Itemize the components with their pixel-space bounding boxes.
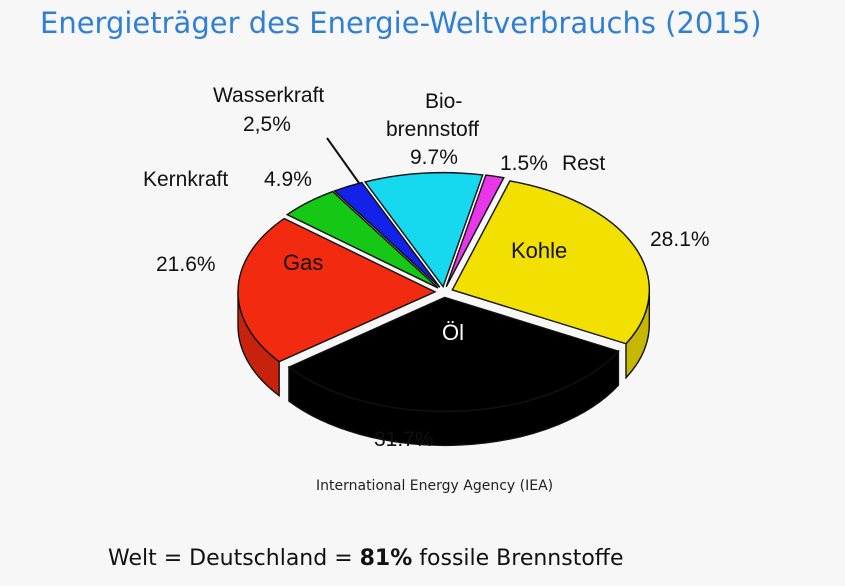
- label-gas-percent: 21.6%: [156, 253, 216, 276]
- pie-slice-kohle: [451, 180, 650, 345]
- label-oel-percent: 31.7%: [374, 428, 434, 451]
- footer-suffix: fossile Brennstoffe: [412, 546, 624, 571]
- label-wasserkraft-name: Wasserkraft: [213, 84, 324, 107]
- source-note: International Energy Agency (IEA): [316, 478, 554, 494]
- pie-slice-bio-brennstoff: [363, 171, 484, 289]
- footer-statement: Welt = Deutschland = 81% fossile Brennst…: [108, 546, 624, 571]
- label-wasserkraft-percent: 2,5%: [243, 113, 291, 136]
- pie-slice-oel: [287, 296, 620, 413]
- pie-slice-wasserkraft: [333, 181, 441, 288]
- footer-highlight: 81%: [359, 546, 413, 571]
- label-kohle-percent: 28.1%: [650, 228, 710, 251]
- pie-tops: [237, 171, 650, 413]
- pie-slice-rest: [445, 174, 505, 288]
- label-kohle-name: Kohle: [511, 238, 567, 263]
- chart-title: Energieträger des Energie-Weltverbrauchs…: [40, 6, 762, 40]
- label-kernkraft-name: Kernkraft: [143, 168, 228, 191]
- label-oel-name: Öl: [442, 320, 464, 345]
- label-kernkraft-percent: 4.9%: [264, 168, 312, 191]
- pie-labels: 28.1% 31.7% 21.6% Kernkraft 4.9% Wasserk…: [143, 84, 710, 451]
- label-bio-name-line1: Bio-: [425, 90, 462, 113]
- label-bio-percent: 9.7%: [410, 146, 458, 169]
- pie-slice-kernkraft: [285, 190, 439, 289]
- wasserkraft-leader-line: [326, 137, 360, 184]
- footer-prefix: Welt = Deutschland =: [108, 546, 360, 571]
- label-gas-name: Gas: [283, 250, 323, 275]
- pie-slice-gas: [237, 217, 437, 363]
- label-bio-name-line2: brennstoff: [386, 118, 479, 141]
- label-rest-name: Rest: [562, 152, 605, 175]
- label-rest-percent: 1.5%: [500, 152, 548, 175]
